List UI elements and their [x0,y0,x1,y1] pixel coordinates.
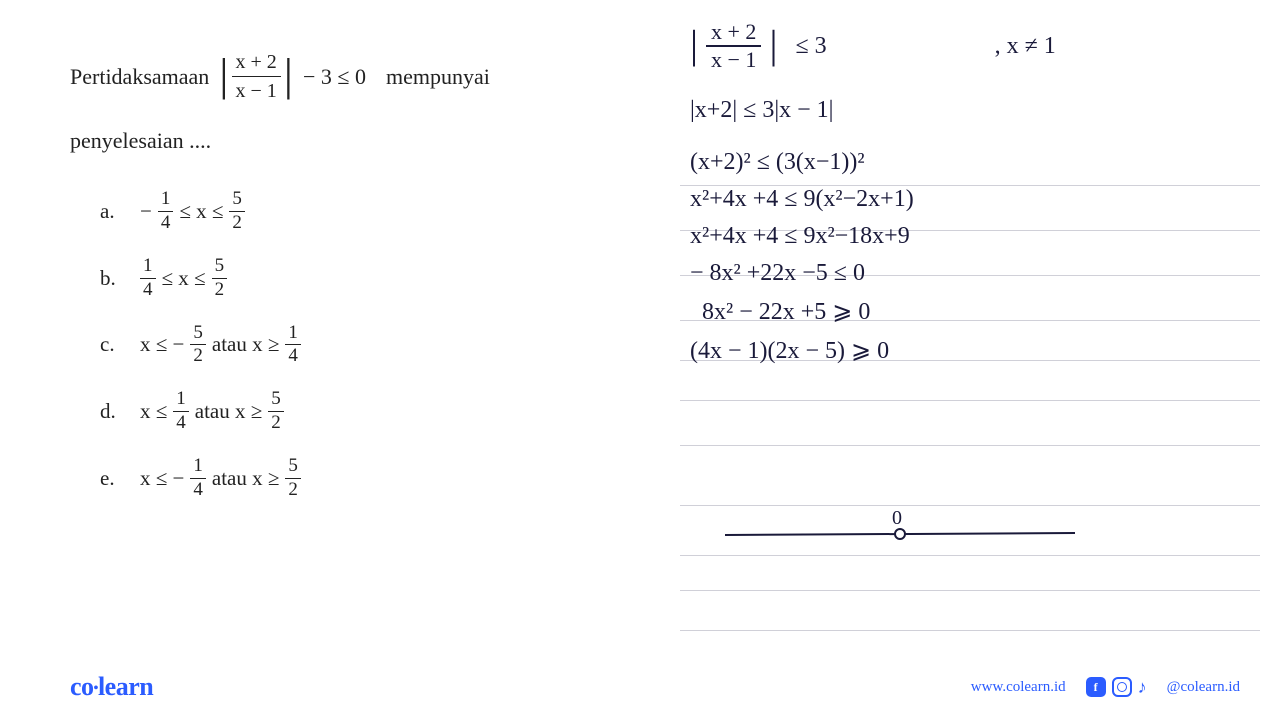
question-suffix: mempunyai [386,64,490,90]
hw-line-3: (x+2)² ≤ (3(x−1))² [690,149,1250,176]
option-content: x ≤ − 14 atau x ≥ 52 [140,456,301,501]
abs-bar-left: | [690,21,698,68]
fraction: 52 [212,256,228,301]
question-line-2: penyelesaian .... [70,128,630,154]
option-label: c. [100,332,120,357]
hw-line-2: |x+2| ≤ 3|x − 1| [690,97,1250,124]
fraction: 14 [140,256,156,301]
fraction: 52 [268,389,284,434]
option-label: b. [100,266,120,291]
hw-line-5: x²+4x +4 ≤ 9x²−18x+9 [690,223,1250,250]
fraction: 14 [158,189,174,234]
pre-text: x ≤ − [140,466,184,491]
option-e: e. x ≤ − 14 atau x ≥ 52 [100,456,630,501]
options-list: a. − 14 ≤ x ≤ 52 b. 14 ≤ x ≤ 52 c. x ≤ −… [100,189,630,501]
fraction: 52 [285,456,301,501]
abs-fraction: | x + 2 x − 1 | [219,50,293,103]
fraction: 14 [190,456,206,501]
fraction: 14 [285,323,301,368]
option-c: c. x ≤ − 52 atau x ≥ 14 [100,323,630,368]
abs-bar-right: | [769,21,777,68]
question-expr: − 3 ≤ 0 [303,64,366,90]
mid-text: atau x ≥ [212,332,280,357]
mid-text: atau x ≥ [195,399,263,424]
fraction: 14 [173,389,189,434]
abs-bar-right: | [284,52,293,98]
denominator: x − 1 [232,77,281,103]
fraction: 52 [190,323,206,368]
option-b: b. 14 ≤ x ≤ 52 [100,256,630,301]
hw-line-4: x²+4x +4 ≤ 9(x²−2x+1) [690,186,1250,213]
footer-handle: @colearn.id [1167,679,1240,696]
logo: co•learn [70,672,153,702]
option-label: a. [100,199,120,224]
question-line-1: Pertidaksamaan | x + 2 x − 1 | − 3 ≤ 0 m… [70,50,630,103]
option-d: d. x ≤ 14 atau x ≥ 52 [100,389,630,434]
pre-text: x ≤ [140,399,167,424]
logo-learn: learn [98,672,153,701]
tiktok-icon: ♪ [1138,677,1147,698]
hw-line-7: 8x² − 22x +5 ⩾ 0 [702,297,1250,326]
abs-bar-left: | [219,52,228,98]
mid-text: ≤ x ≤ [179,199,223,224]
instagram-icon [1112,677,1132,697]
question-block: Pertidaksamaan | x + 2 x − 1 | − 3 ≤ 0 m… [70,50,630,523]
facebook-icon: f [1086,677,1106,697]
option-label: d. [100,399,120,424]
logo-co: co [70,672,94,701]
option-a: a. − 14 ≤ x ≤ 52 [100,189,630,234]
number-line-zero: 0 [892,507,902,530]
numerator: x + 2 [232,50,281,77]
footer: co•learn www.colearn.id f ♪ @colearn.id [70,672,1240,702]
option-content: − 14 ≤ x ≤ 52 [140,189,245,234]
option-content: x ≤ − 52 atau x ≥ 14 [140,323,301,368]
fraction: x + 2 x − 1 [232,50,281,103]
hw-line-6: − 8x² +22x −5 ≤ 0 [690,260,1250,287]
hw-line-8: (4x − 1)(2x − 5) ⩾ 0 [690,336,1250,365]
footer-right: www.colearn.id f ♪ @colearn.id [971,677,1240,698]
hw-rhs: ≤ 3 [795,33,826,60]
option-content: x ≤ 14 atau x ≥ 52 [140,389,284,434]
handwriting-block: | x + 2 x − 1 | ≤ 3 , x ≠ 1 |x+2| ≤ 3|x … [690,20,1250,375]
social-icons: f ♪ [1086,677,1147,698]
neg-sign: − [140,199,152,224]
number-line: 0 [720,515,1080,560]
mid-text: ≤ x ≤ [162,266,206,291]
pre-text: x ≤ − [140,332,184,357]
footer-url: www.colearn.id [971,679,1066,696]
mid-text: atau x ≥ [212,466,280,491]
question-prefix: Pertidaksamaan [70,64,209,90]
option-label: e. [100,466,120,491]
hw-condition: , x ≠ 1 [995,33,1056,60]
hw-fraction: x + 2 x − 1 [706,20,761,72]
fraction: 52 [229,189,245,234]
option-content: 14 ≤ x ≤ 52 [140,256,227,301]
